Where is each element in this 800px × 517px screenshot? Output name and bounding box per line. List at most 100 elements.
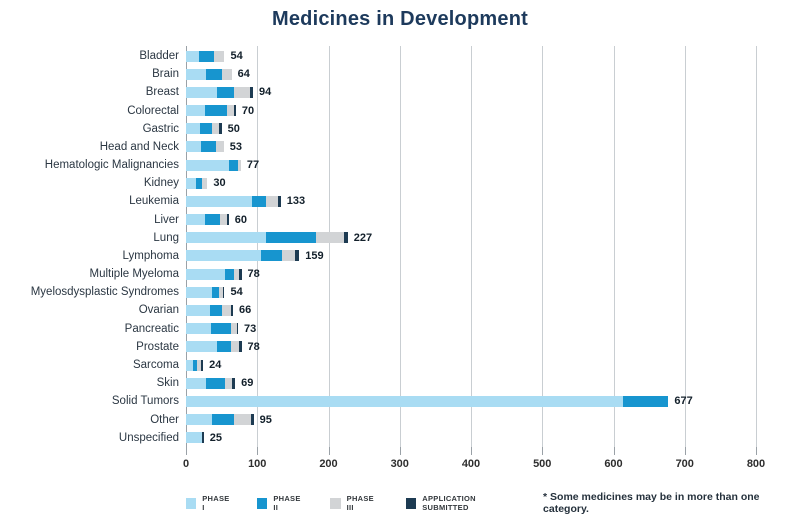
bar-segment-phase-ii [205, 68, 222, 80]
axis-tick [399, 447, 401, 455]
bar-area: 677 [186, 395, 693, 408]
bar-area: 64 [186, 68, 250, 80]
gridline [471, 46, 472, 447]
category-label: Head and Neck [99, 140, 179, 153]
bar-segment-application-submitted [232, 377, 236, 389]
gridline [399, 46, 401, 447]
bar-area: 133 [186, 195, 306, 208]
bar-row: Lymphoma 159 [0, 247, 794, 265]
bar-area: 66 [186, 304, 252, 317]
bar-area: 69 [186, 377, 253, 389]
axis-tick [328, 447, 330, 455]
legend-item-phase-i: PHASE I [186, 494, 232, 512]
legend-swatch-phase-ii [257, 497, 268, 509]
bar-area: 60 [186, 213, 247, 226]
bar-area: 53 [186, 141, 242, 153]
value-label: 66 [238, 304, 252, 317]
gridline [328, 46, 330, 447]
bar-area: 159 [186, 250, 324, 262]
bar-area: 77 [186, 159, 260, 172]
gridline [542, 46, 544, 447]
bar-row: Brain 64 [0, 65, 794, 83]
bar-row: Kidney 30 [0, 174, 794, 192]
stacked-bar [186, 123, 222, 135]
bar-segment-application-submitted [218, 123, 222, 135]
bar-segment-phase-ii [204, 214, 221, 226]
bar-segment-phase-ii [200, 141, 216, 153]
legend-item-phase-ii: PHASE II [257, 494, 305, 512]
bar-row: Sarcoma 24 [0, 356, 794, 374]
x-tick-label: 0 [182, 458, 190, 470]
axis-tick [756, 447, 757, 455]
bar-segment-phase-ii [228, 159, 238, 171]
bar-row: Bladder 54 [0, 47, 794, 65]
stacked-bar [186, 286, 225, 298]
legend-label: PHASE I [202, 494, 230, 512]
bar-segment-phase-ii [623, 395, 669, 407]
legend-label: PHASE II [273, 494, 301, 512]
bar-row: Liver 60 [0, 211, 794, 229]
bar-segment-phase-i [186, 105, 206, 117]
category-label: Unspecified [118, 431, 179, 444]
bar-segment-phase-iii [214, 50, 225, 62]
category-label: Skin [156, 377, 179, 390]
bar-area: 54 [186, 50, 243, 63]
bar-segment-application-submitted [200, 359, 204, 371]
stacked-bar [186, 195, 281, 207]
axis-tick [613, 447, 615, 455]
bar-segment-phase-i [186, 304, 210, 316]
bar-segment-phase-ii [195, 177, 202, 189]
value-label: 50 [227, 122, 240, 135]
stacked-bar [186, 141, 224, 153]
bar-segment-phase-ii [209, 304, 222, 316]
stacked-bar [186, 86, 253, 98]
x-tick-label: 500 [533, 458, 552, 470]
category-label: Sarcoma [132, 359, 179, 371]
bar-segment-phase-iii [225, 377, 233, 389]
bar-segment-phase-iii [234, 414, 251, 426]
bar-segment-application-submitted [250, 414, 254, 426]
stacked-bar [186, 50, 225, 62]
bar-segment-phase-i [186, 195, 252, 207]
value-label: 54 [230, 50, 243, 63]
bar-segment-phase-i [186, 177, 196, 189]
value-label: 77 [246, 159, 260, 172]
bar-segment-phase-i [186, 377, 206, 389]
gridline [756, 46, 757, 447]
bar-row: Myelosdysplastic Syndromes 54 [0, 283, 794, 301]
x-tick-label: 400 [461, 458, 481, 470]
legend: PHASE I PHASE II PHASE III APPLICATION S… [186, 491, 792, 515]
bar-row: Lung 227 [0, 229, 794, 247]
category-label: Gastric [142, 122, 179, 135]
stacked-bar [186, 432, 204, 444]
stacked-bar [186, 414, 254, 426]
category-label: Pancreatic [124, 322, 179, 335]
bar-segment-phase-iii [234, 268, 240, 280]
bar-area: 30 [186, 177, 226, 189]
value-label: 73 [243, 322, 257, 335]
bar-segment-phase-iii [230, 323, 237, 335]
bar-segment-phase-ii [199, 123, 212, 135]
value-label: 133 [286, 195, 306, 208]
bar-segment-phase-i [186, 395, 624, 407]
bar-segment-application-submitted [227, 214, 229, 226]
category-label: Lymphoma [122, 249, 179, 262]
axis-tick [471, 447, 472, 455]
stacked-bar [186, 232, 348, 244]
bar-row: Gastric 50 [0, 120, 794, 138]
legend-swatch-phase-i [186, 497, 197, 509]
value-label: 60 [234, 213, 247, 226]
x-tick-label: 700 [675, 458, 694, 470]
bar-segment-phase-iii [282, 250, 295, 262]
bar-segment-application-submitted [230, 304, 233, 316]
bar-segment-phase-iii [221, 68, 232, 80]
bar-segment-phase-ii [205, 105, 228, 117]
gridline [613, 46, 615, 447]
bar-segment-phase-ii [260, 250, 283, 262]
value-label: 227 [353, 231, 373, 244]
axis-tick [542, 447, 544, 455]
chart-title: Medicines in Development [272, 8, 528, 30]
bar-segment-phase-i [186, 68, 206, 80]
value-label: 677 [674, 395, 693, 408]
bar-segment-phase-iii [201, 177, 208, 189]
